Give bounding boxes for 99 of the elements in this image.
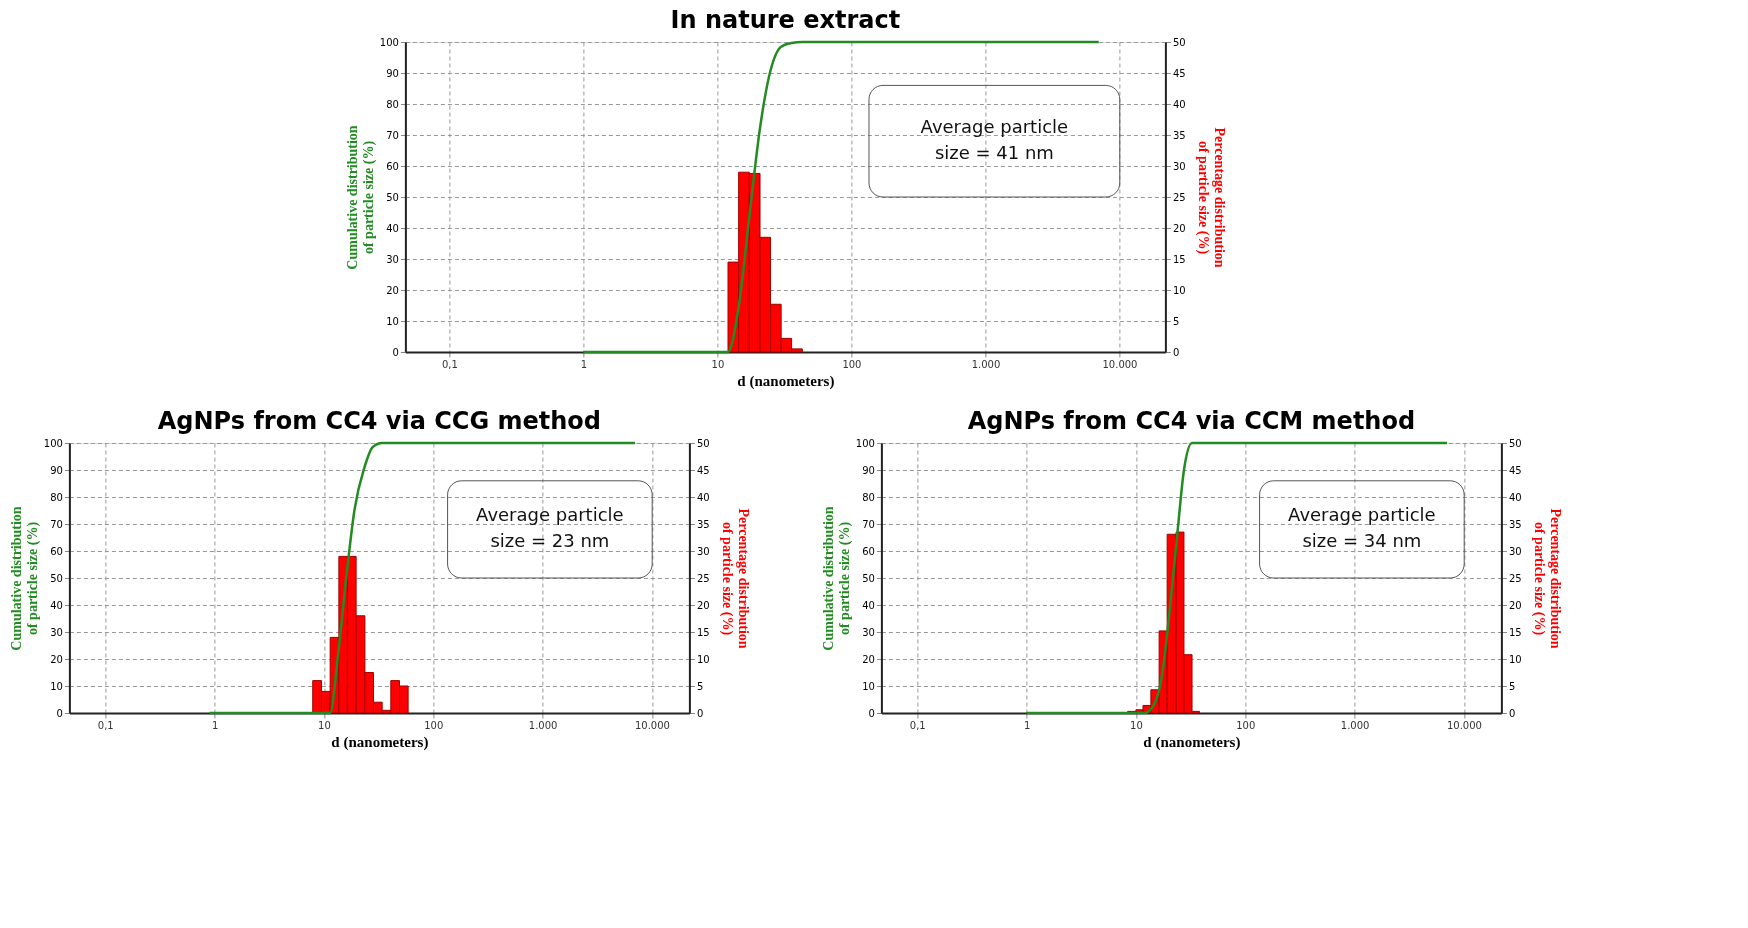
y-tick-label: 20 bbox=[862, 653, 875, 665]
y-tick-label: 70 bbox=[50, 518, 63, 530]
annotation: Average particle size = 34 nm bbox=[1288, 504, 1436, 552]
y2-tick-label: 25 bbox=[696, 572, 710, 584]
y-tick-label: 0 bbox=[392, 346, 399, 358]
x-tick-label: 1.000 bbox=[528, 719, 558, 731]
y-tick-label: 60 bbox=[50, 545, 63, 557]
y-tick-label: 50 bbox=[50, 572, 63, 584]
y-tick-label: 20 bbox=[386, 284, 399, 296]
y-tick-label: 50 bbox=[862, 572, 875, 584]
y2-tick-label: 30 bbox=[1508, 545, 1522, 557]
y-tick-label: 100 bbox=[43, 437, 63, 449]
y-tick-label: 30 bbox=[386, 253, 399, 265]
x-tick-label: 100 bbox=[424, 719, 444, 731]
y2-tick-label: 15 bbox=[1508, 626, 1522, 638]
y-tick-label: 90 bbox=[386, 67, 399, 79]
y-tick-label: 90 bbox=[862, 464, 875, 476]
x-tick-label: 10 bbox=[318, 719, 331, 731]
x-tick-label: 0,1 bbox=[97, 719, 114, 731]
y-axis-title: Cumulative distribution of particle size (%) bbox=[344, 125, 377, 270]
y2-tick-label: 15 bbox=[696, 626, 710, 638]
y2-tick-label: 30 bbox=[696, 545, 710, 557]
y-tick-label: 70 bbox=[386, 129, 399, 141]
y-tick-label: 10 bbox=[386, 315, 399, 327]
x-tick-label: 10.000 bbox=[634, 719, 670, 731]
x-tick-label: 1 bbox=[580, 358, 588, 370]
y2-tick-label: 10 bbox=[1508, 653, 1522, 665]
y-tick-label: 20 bbox=[50, 653, 63, 665]
annotation: Average particle size = 41 nm bbox=[920, 116, 1069, 164]
y2-tick-label: 25 bbox=[1508, 572, 1522, 584]
y2-tick-label: 40 bbox=[1172, 98, 1186, 110]
annotation: Average particle size = 23 nm bbox=[476, 504, 624, 552]
y-tick-label: 10 bbox=[50, 680, 63, 692]
y-tick-label: 0 bbox=[868, 707, 875, 719]
x-tick-label: 1 bbox=[211, 719, 219, 731]
y2-axis-title: Percentage distribution of particle size (%) bbox=[718, 508, 751, 649]
y2-tick-label: 20 bbox=[1508, 599, 1522, 611]
chart-title: AgNPs from CC4 via CCM method bbox=[967, 407, 1416, 435]
y2-tick-label: 15 bbox=[1172, 253, 1186, 265]
x-axis-title: d (nanometers) bbox=[737, 372, 835, 390]
y-tick-label: 30 bbox=[862, 626, 875, 638]
y2-tick-label: 35 bbox=[696, 518, 710, 530]
chart-title: AgNPs from CC4 via CCG method bbox=[157, 407, 602, 435]
y2-tick-label: 5 bbox=[1172, 315, 1180, 327]
y-tick-label: 100 bbox=[855, 437, 875, 449]
x-tick-label: 10.000 bbox=[1102, 358, 1138, 370]
y2-tick-label: 50 bbox=[1508, 437, 1522, 449]
y2-tick-label: 45 bbox=[1172, 67, 1186, 79]
y2-axis-title: Percentage distribution of particle size (%) bbox=[1530, 508, 1563, 649]
y2-tick-label: 50 bbox=[696, 437, 710, 449]
y-tick-label: 80 bbox=[386, 98, 399, 110]
y-tick-label: 40 bbox=[386, 222, 399, 234]
y2-tick-label: 50 bbox=[1172, 36, 1186, 48]
y-axis-title: Cumulative distribution of particle size (%) bbox=[8, 506, 41, 651]
x-tick-label: 10 bbox=[711, 358, 725, 370]
x-tick-label: 0,1 bbox=[441, 358, 458, 370]
y-tick-label: 50 bbox=[386, 191, 399, 203]
y-tick-label: 80 bbox=[862, 491, 875, 503]
x-tick-label: 100 bbox=[842, 358, 862, 370]
y2-tick-label: 30 bbox=[1172, 160, 1186, 172]
x-axis-title: d (nanometers) bbox=[1143, 733, 1241, 751]
x-tick-label: 100 bbox=[1236, 719, 1256, 731]
y-tick-label: 80 bbox=[50, 491, 63, 503]
y2-tick-label: 5 bbox=[1508, 680, 1516, 692]
y2-tick-label: 40 bbox=[1508, 491, 1522, 503]
y-axis-title: Cumulative distribution of particle size (%) bbox=[820, 506, 853, 651]
x-tick-label: 0,1 bbox=[909, 719, 926, 731]
y-tick-label: 0 bbox=[56, 707, 63, 719]
chart-title: In nature extract bbox=[670, 6, 901, 34]
y-tick-label: 40 bbox=[50, 599, 63, 611]
y2-tick-label: 0 bbox=[1508, 707, 1516, 719]
x-tick-label: 1 bbox=[1023, 719, 1031, 731]
y-tick-label: 60 bbox=[862, 545, 875, 557]
y2-tick-label: 20 bbox=[1172, 222, 1186, 234]
y2-tick-label: 25 bbox=[1172, 191, 1186, 203]
x-tick-label: 10 bbox=[1130, 719, 1143, 731]
y2-tick-label: 10 bbox=[696, 653, 710, 665]
x-tick-label: 10.000 bbox=[1446, 719, 1482, 731]
y-tick-label: 60 bbox=[386, 160, 399, 172]
y2-tick-label: 10 bbox=[1172, 284, 1186, 296]
x-tick-label: 1.000 bbox=[1340, 719, 1370, 731]
x-tick-label: 1.000 bbox=[971, 358, 1001, 370]
y-tick-label: 100 bbox=[379, 36, 399, 48]
y2-tick-label: 45 bbox=[1508, 464, 1522, 476]
y2-tick-label: 40 bbox=[696, 491, 710, 503]
y2-tick-label: 0 bbox=[696, 707, 704, 719]
y2-tick-label: 0 bbox=[1172, 346, 1180, 358]
y2-tick-label: 35 bbox=[1508, 518, 1522, 530]
y-tick-label: 90 bbox=[50, 464, 63, 476]
y-tick-label: 10 bbox=[862, 680, 875, 692]
y-tick-label: 30 bbox=[50, 626, 63, 638]
y2-tick-label: 45 bbox=[696, 464, 710, 476]
y2-tick-label: 20 bbox=[696, 599, 710, 611]
y2-axis-title: Percentage distribution of particle size (%) bbox=[1194, 127, 1227, 268]
y2-tick-label: 5 bbox=[696, 680, 704, 692]
y2-tick-label: 35 bbox=[1172, 129, 1186, 141]
y-tick-label: 40 bbox=[862, 599, 875, 611]
x-axis-title: d (nanometers) bbox=[331, 733, 429, 751]
y-tick-label: 70 bbox=[862, 518, 875, 530]
